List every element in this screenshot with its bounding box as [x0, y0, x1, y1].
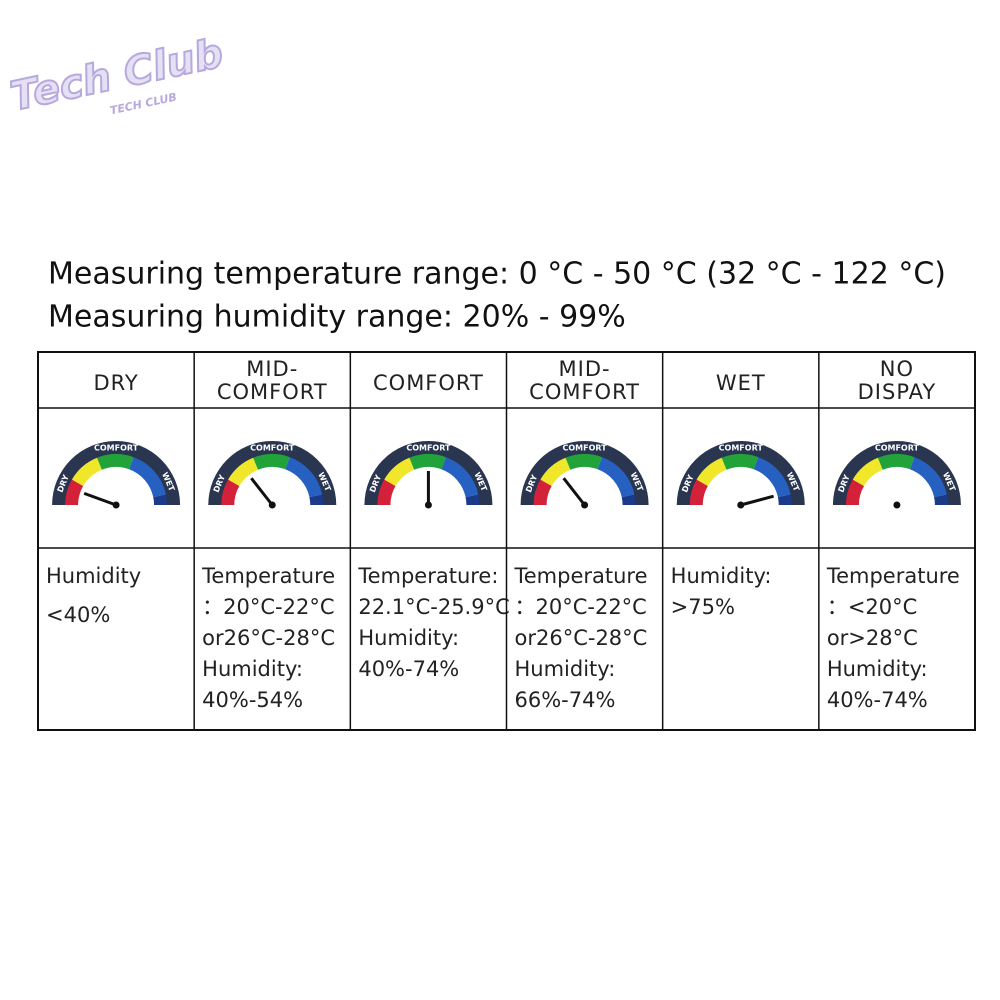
gauge-needle	[740, 494, 774, 507]
gauge-band	[253, 454, 290, 470]
gauge-hub	[737, 501, 745, 509]
description: Humidity	[46, 564, 141, 588]
gauge-band	[689, 479, 708, 505]
gauge-band	[65, 479, 84, 505]
heading: Measuring humidity range: 20% - 99%	[48, 300, 626, 335]
gauge-label: COMFORT	[875, 444, 920, 453]
gauge-label: COMFORT	[250, 444, 295, 453]
gauge-band	[852, 457, 883, 486]
description: ：20°C-22°C	[202, 595, 334, 619]
description: 66%-74%	[515, 688, 616, 712]
gauge-band	[696, 457, 727, 486]
description: 40%-54%	[202, 688, 303, 712]
description: Humidity:	[358, 626, 459, 650]
description: Humidity:	[827, 657, 928, 681]
description: 40%-74%	[827, 688, 928, 712]
description: 22.1°C-25.9°C	[358, 595, 509, 619]
description: 40%-74%	[358, 657, 459, 681]
gauge-hub	[424, 501, 432, 509]
gauge-band	[877, 454, 915, 470]
gauge-band	[753, 457, 791, 498]
gauge-band	[129, 457, 166, 498]
gauge-band	[384, 457, 415, 486]
description: ：20°C-22°C	[515, 595, 647, 619]
gauge-band	[565, 454, 603, 470]
column-header: MID-	[246, 357, 298, 381]
gauge-band	[153, 494, 168, 505]
gauge-needle	[562, 477, 586, 506]
column-header: DRY	[93, 371, 138, 395]
gauge-band	[465, 494, 480, 505]
gauge-band	[285, 457, 323, 498]
gauge-ring	[520, 441, 649, 505]
gauge-band	[377, 479, 396, 505]
column-header: COMFORT	[217, 380, 328, 404]
gauge-ring	[364, 441, 493, 505]
gauge-hub	[581, 501, 589, 509]
column-header: WET	[716, 371, 766, 395]
heading: Measuring temperature range: 0 °C - 50 °…	[48, 257, 946, 292]
column-header: COMFORT	[529, 380, 640, 404]
description: Humidity:	[202, 657, 303, 681]
description: Temperature	[514, 564, 648, 588]
logo: Tech Club TECH CLUB	[6, 29, 228, 121]
description: Temperature	[826, 564, 960, 588]
gauge-band	[228, 457, 259, 486]
column-header: MID-	[559, 357, 611, 381]
gauge-label: COMFORT	[719, 444, 764, 453]
column-header: COMFORT	[373, 371, 484, 395]
gauge-needle	[83, 491, 117, 507]
gauge-needle	[250, 477, 274, 506]
gauge-hub	[112, 501, 120, 509]
gauge-hub	[268, 501, 276, 509]
gauge-band	[441, 457, 479, 498]
gauge-band	[934, 494, 948, 505]
description: Humidity:	[671, 564, 772, 588]
gauge-band	[909, 457, 947, 498]
gauge-band	[721, 454, 759, 470]
gauge-hub	[893, 501, 901, 509]
description: <40%	[46, 603, 110, 627]
gauge-band	[845, 479, 865, 505]
gauge-ring	[832, 441, 961, 505]
column-header: DISPAY	[858, 380, 937, 404]
gauge-band	[621, 494, 636, 505]
table: DRYDRYCOMFORTWETHumidity<40%MID-COMFORTD…	[37, 351, 976, 731]
description: Temperature:	[357, 564, 498, 588]
gauge-band	[409, 454, 446, 470]
gauge-band	[533, 479, 552, 505]
description: or26°C-28°C	[202, 626, 335, 650]
description: or>28°C	[827, 626, 918, 650]
description: >75%	[671, 595, 735, 619]
gauge-label: COMFORT	[94, 444, 139, 453]
gauge-ring	[208, 441, 337, 505]
description: Temperature	[201, 564, 335, 588]
description: ：<20°C	[827, 595, 917, 619]
gauge-band	[221, 479, 240, 505]
gauge-band	[71, 457, 102, 486]
gauge-band	[597, 457, 635, 498]
gauge-band	[540, 457, 571, 486]
gauge-label: COMFORT	[563, 444, 608, 453]
gauge-ring	[52, 441, 181, 505]
gauge-band	[309, 494, 324, 505]
gauge-band	[777, 494, 792, 505]
gauge-label: COMFORT	[406, 444, 451, 453]
gauge-ring	[676, 441, 805, 505]
description: Humidity:	[515, 657, 616, 681]
column-header: NO	[880, 357, 914, 381]
description: or26°C-28°C	[515, 626, 648, 650]
gauge-band	[96, 454, 134, 470]
